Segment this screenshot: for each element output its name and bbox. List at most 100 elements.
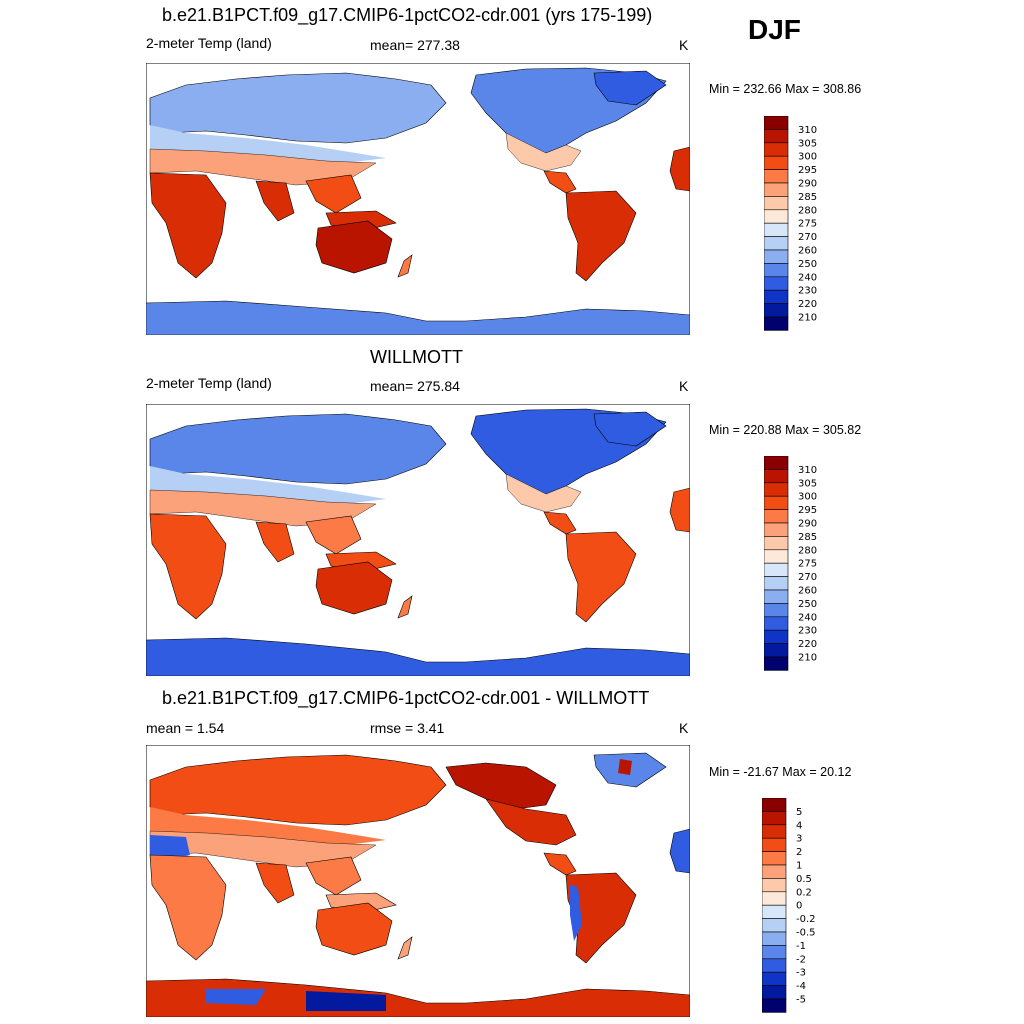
panel1-land-shapes: [146, 67, 690, 335]
colorbar-swatch: [764, 263, 789, 278]
panel1-colorbar: 310 305 300 295 290 285 280 275 270 260 250 240 230 2…: [764, 116, 817, 331]
panel3-land-shapes: [146, 752, 690, 1017]
colorbar-swatch: [762, 798, 787, 812]
colorbar-tick-label: 275: [798, 219, 817, 230]
colorbar-tick-label: 220: [798, 639, 817, 650]
colorbar-tick-label: -0.2: [796, 914, 816, 925]
colorbar-tick-label: -5: [796, 995, 806, 1006]
colorbar-tick-label: 5: [796, 807, 802, 818]
colorbar-swatch: [762, 851, 787, 866]
colorbar-swatch: [764, 482, 789, 497]
colorbar-tick-label: 305: [798, 138, 817, 149]
panel2-minmax-label: Min = 220.88 Max = 305.82: [709, 423, 862, 437]
colorbar-tick-label: 230: [798, 286, 817, 297]
colorbar-tick-label: 270: [798, 572, 817, 583]
colorbar-swatch: [764, 469, 789, 484]
colorbar-tick-label: 0.2: [796, 887, 812, 898]
colorbar-swatch: [762, 945, 787, 960]
colorbar-tick-label: 295: [798, 505, 817, 516]
colorbar-swatch: [764, 629, 789, 644]
colorbar-swatch: [762, 971, 787, 986]
colorbar-tick-label: 210: [798, 653, 817, 664]
panel2-map: [146, 404, 690, 676]
colorbar-tick-label: 260: [798, 246, 817, 257]
colorbar-swatch: [762, 878, 787, 893]
colorbar-tick-label: 290: [798, 179, 817, 190]
colorbar-swatch: [764, 643, 789, 658]
panel2-title: WILLMOTT: [370, 347, 463, 367]
colorbar-swatch: [764, 155, 789, 170]
colorbar-tick-label: 295: [798, 165, 817, 176]
colorbar-tick-label: 300: [798, 492, 817, 503]
colorbar-swatch: [764, 182, 789, 197]
colorbar-tick-label: 285: [798, 532, 817, 543]
panel1-title: b.e21.B1PCT.f09_g17.CMIP6-1pctCO2-cdr.00…: [162, 5, 653, 25]
colorbar-tick-label: 280: [798, 545, 817, 556]
colorbar-swatch: [764, 116, 789, 130]
panel3-units-label: K: [679, 720, 689, 736]
colorbar-swatch: [764, 656, 789, 671]
colorbar-swatch: [764, 209, 789, 224]
colorbar-swatch: [764, 316, 789, 331]
colorbar-tick-label: 285: [798, 192, 817, 203]
colorbar-tick-label: 240: [798, 612, 817, 623]
panel2-colorbar-swatches: [764, 456, 789, 671]
colorbar-swatch: [764, 222, 789, 237]
panel3-colorbar: 5 4 3 2 1 0.5 0.2 0 -0.2 -0.5 -1 -2 -3 -4 -5: [762, 798, 816, 1013]
panel1-colorbar-swatches: [764, 116, 789, 331]
colorbar-tick-label: -3: [796, 968, 806, 979]
colorbar-tick-label: 0.5: [796, 874, 812, 885]
colorbar-swatch: [764, 603, 789, 618]
colorbar-swatch: [764, 236, 789, 251]
panel2-colorbar-labels: 310 305 300 295 290 285 280 275 270 260 250 240 230 2…: [798, 465, 817, 664]
colorbar-tick-label: -0.5: [796, 928, 816, 939]
colorbar-swatch: [764, 142, 789, 157]
panel3-colorbar-swatches: [762, 798, 787, 1013]
colorbar-tick-label: 310: [798, 465, 817, 476]
colorbar-tick-label: 275: [798, 559, 817, 570]
colorbar-tick-label: 290: [798, 519, 817, 530]
panel3-rmse-label: rmse = 3.41: [370, 720, 445, 736]
panel1-mean-label: mean= 277.38: [370, 37, 460, 53]
panel1-map: [146, 63, 690, 335]
panel1-variable-label: 2-meter Temp (land): [146, 35, 272, 51]
panel2-units-label: K: [679, 378, 689, 394]
panel2-variable-label: 2-meter Temp (land): [146, 375, 272, 391]
colorbar-tick-label: 310: [798, 125, 817, 136]
panel3-colorbar-labels: 5 4 3 2 1 0.5 0.2 0 -0.2 -0.5 -1 -2 -3 -4 -5: [796, 807, 816, 1006]
colorbar-tick-label: -4: [796, 981, 806, 992]
colorbar-tick-label: 260: [798, 586, 817, 597]
colorbar-swatch: [762, 891, 787, 906]
colorbar-tick-label: -1: [796, 941, 806, 952]
colorbar-tick-label: 210: [798, 313, 817, 324]
colorbar-swatch: [762, 837, 787, 852]
panel3-mean-label: mean = 1.54: [146, 720, 225, 736]
colorbar-tick-label: 240: [798, 272, 817, 283]
colorbar-swatch: [762, 985, 787, 1000]
colorbar-tick-label: 300: [798, 152, 817, 163]
colorbar-swatch: [764, 196, 789, 211]
colorbar-swatch: [764, 289, 789, 304]
colorbar-tick-label: 1: [796, 861, 802, 872]
colorbar-swatch: [762, 998, 787, 1013]
panel1-minmax-label: Min = 232.66 Max = 308.86: [709, 82, 862, 96]
panel2-colorbar: 310 305 300 295 290 285 280 275 270 260 250 240 230 2…: [764, 456, 817, 671]
colorbar-swatch: [764, 562, 789, 577]
colorbar-swatch: [762, 931, 787, 946]
colorbar-tick-label: 220: [798, 299, 817, 310]
colorbar-swatch: [764, 249, 789, 264]
colorbar-swatch: [764, 589, 789, 604]
colorbar-swatch: [762, 864, 787, 879]
colorbar-swatch: [762, 958, 787, 973]
colorbar-swatch: [764, 522, 789, 537]
colorbar-tick-label: 3: [796, 834, 802, 845]
panel3-map: [146, 745, 690, 1017]
colorbar-tick-label: 0: [796, 901, 802, 912]
season-label: DJF: [748, 14, 801, 45]
colorbar-swatch: [762, 811, 787, 826]
panel3-title: b.e21.B1PCT.f09_g17.CMIP6-1pctCO2-cdr.00…: [162, 688, 650, 708]
colorbar-swatch: [762, 824, 787, 839]
panel2-mean-label: mean= 275.84: [370, 378, 460, 394]
panel1-colorbar-labels: 310 305 300 295 290 285 280 275 270 260 250 240 230 2…: [798, 125, 817, 324]
colorbar-tick-label: 250: [798, 599, 817, 610]
